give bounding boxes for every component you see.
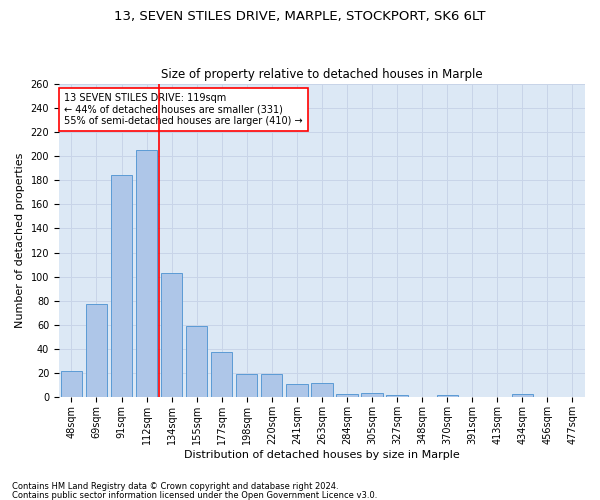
Bar	[311, 383, 332, 398]
Bar	[286, 384, 308, 398]
Text: Contains public sector information licensed under the Open Government Licence v3: Contains public sector information licen…	[12, 490, 377, 500]
Text: 13, SEVEN STILES DRIVE, MARPLE, STOCKPORT, SK6 6LT: 13, SEVEN STILES DRIVE, MARPLE, STOCKPOR…	[114, 10, 486, 23]
Bar	[337, 394, 358, 398]
Bar	[386, 395, 408, 398]
Bar	[61, 371, 82, 398]
Title: Size of property relative to detached houses in Marple: Size of property relative to detached ho…	[161, 68, 483, 81]
Text: Contains HM Land Registry data © Crown copyright and database right 2024.: Contains HM Land Registry data © Crown c…	[12, 482, 338, 491]
Bar	[211, 352, 232, 398]
Bar	[236, 374, 257, 398]
Bar	[186, 326, 208, 398]
Bar	[361, 392, 383, 398]
X-axis label: Distribution of detached houses by size in Marple: Distribution of detached houses by size …	[184, 450, 460, 460]
Text: 13 SEVEN STILES DRIVE: 119sqm
← 44% of detached houses are smaller (331)
55% of : 13 SEVEN STILES DRIVE: 119sqm ← 44% of d…	[64, 93, 303, 126]
Bar	[111, 176, 132, 398]
Bar	[161, 273, 182, 398]
Bar	[437, 395, 458, 398]
Bar	[136, 150, 157, 398]
Bar	[512, 394, 533, 398]
Bar	[261, 374, 283, 398]
Bar	[86, 304, 107, 398]
Y-axis label: Number of detached properties: Number of detached properties	[15, 153, 25, 328]
